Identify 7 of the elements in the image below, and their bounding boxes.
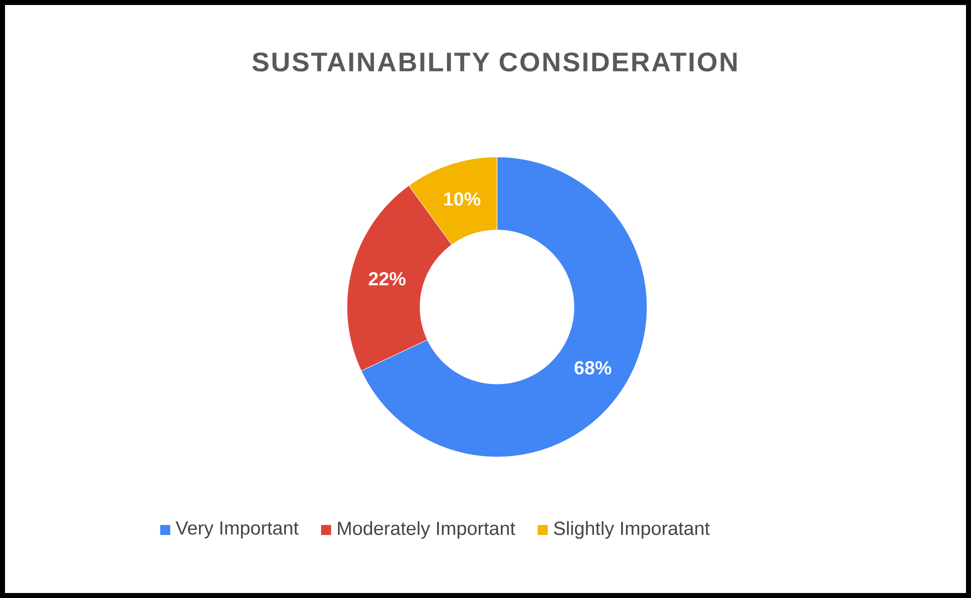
chart-title: SUSTAINABILITY CONSIDERATION	[252, 52, 737, 72]
data-label: 68%	[574, 361, 612, 374]
legend-label: Very Important	[176, 522, 299, 538]
legend-label: Moderately Important	[338, 521, 516, 539]
data-label: 10%	[444, 192, 480, 206]
legend-label: Slightly Imporatant	[554, 521, 710, 539]
data-label: 22%	[368, 272, 406, 286]
